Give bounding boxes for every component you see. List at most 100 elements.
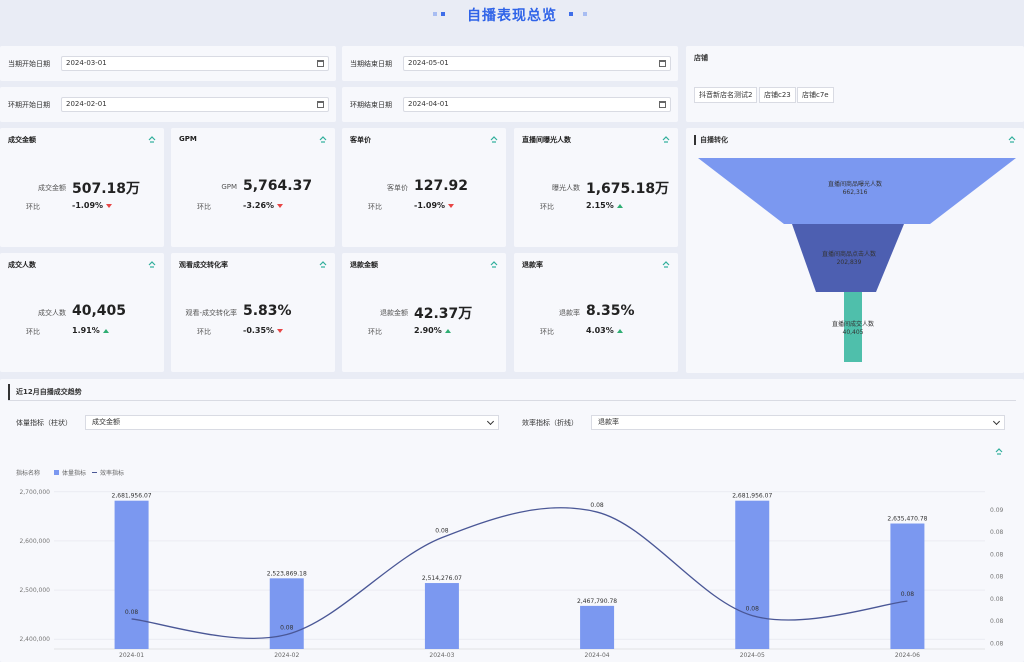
export-icon[interactable]	[148, 260, 156, 268]
export-icon[interactable]	[319, 135, 327, 143]
kpi-card-title: 观看成交转化率	[179, 261, 228, 269]
calendar-icon[interactable]	[659, 101, 666, 108]
kpi-compare-value: 4.03%	[586, 326, 623, 335]
kpi-compare-label: 环比	[540, 328, 554, 336]
export-icon[interactable]	[662, 135, 670, 143]
kpi-compare-value: -1.09%	[72, 201, 113, 210]
kpi-metric-label: 退款率	[559, 309, 580, 317]
bar-value-label: 2,635,470.78	[887, 516, 927, 523]
kpi-compare-number: 2.15%	[586, 201, 614, 210]
header-dot	[433, 12, 437, 16]
funnel-panel: 自播转化 直播间商品曝光人数 662,316 直播间商品点击人数 202,839…	[686, 128, 1024, 373]
x-tick-label: 2024-06	[895, 652, 920, 659]
line-value-label: 0.08	[746, 606, 760, 613]
bar-value-label: 2,514,276.07	[422, 575, 462, 582]
trend-chart: 指标名称 体量指标 效率指标 2,400,000 2,500,000 2,600,000 2…	[16, 469, 1004, 659]
export-icon[interactable]	[995, 447, 1003, 455]
funnel-stage-2	[792, 224, 904, 292]
calendar-icon[interactable]	[659, 60, 666, 67]
prev-start-date-value: 2024-02-01	[66, 100, 107, 108]
legend-title: 指标名称	[16, 469, 40, 477]
trend-down-icon	[448, 203, 455, 208]
header-dot	[569, 12, 573, 16]
volume-metric-select[interactable]: 成交金额	[85, 415, 499, 430]
shop-filter-panel: 店铺 抖音新店名测试2 店铺c23 店铺c7e	[686, 46, 1024, 122]
kpi-compare-number: -1.09%	[72, 201, 104, 210]
kpi-card-title: 退款率	[522, 261, 543, 269]
prev-end-date-value: 2024-04-01	[408, 100, 449, 108]
kpi-card-title: 直播间曝光人数	[522, 136, 571, 144]
line-value-label: 0.08	[901, 591, 915, 598]
kpi-compare-number: 2.90%	[414, 326, 442, 335]
kpi-metric-value: 1,675.18万	[586, 181, 670, 197]
line-value-label: 0.08	[590, 502, 604, 509]
funnel-stage-3-value: 40,405	[843, 329, 864, 336]
kpi-metric-label: GPM	[221, 183, 237, 191]
legend-bar-swatch	[54, 470, 59, 475]
export-icon[interactable]	[490, 135, 498, 143]
bar	[890, 523, 925, 649]
funnel-chart: 直播间商品曝光人数 662,316 直播间商品点击人数 202,839 直播间成…	[698, 158, 1016, 362]
efficiency-metric-select[interactable]: 退款率	[591, 415, 1005, 430]
funnel-stage-1	[698, 158, 1016, 224]
kpi-metric-value: 127.92	[414, 178, 469, 194]
export-icon[interactable]	[662, 260, 670, 268]
kpi-compare-number: -1.09%	[414, 201, 446, 210]
bar-value-label: 2,467,790.78	[577, 598, 617, 605]
kpi-compare-label: 环比	[197, 328, 211, 336]
shop-tag[interactable]: 店铺c7e	[797, 87, 834, 103]
current-start-date-input[interactable]: 2024-03-01	[61, 56, 329, 71]
y-tick-label: 2,700,000	[19, 489, 50, 496]
shop-tag[interactable]: 抖音新店名测试2	[694, 87, 758, 103]
kpi-metric-label: 观看-成交转化率	[185, 309, 237, 317]
bar	[735, 500, 770, 649]
kpi-compare-number: -3.26%	[243, 201, 275, 210]
trend-up-icon	[102, 328, 109, 333]
prev-end-date-input[interactable]: 2024-04-01	[403, 97, 671, 112]
funnel-stage-3-label: 直播间成交人数	[832, 320, 874, 328]
efficiency-metric-label: 效率指标（折线）	[522, 419, 578, 427]
x-tick-label: 2024-03	[429, 652, 454, 659]
kpi-compare-number: 1.91%	[72, 326, 100, 335]
y-tick-label: 2,600,000	[19, 538, 50, 545]
bar	[424, 583, 459, 649]
y-tick-label: 2,400,000	[19, 636, 50, 643]
kpi-card-title: 客单价	[350, 136, 371, 144]
export-icon[interactable]	[319, 260, 327, 268]
export-icon[interactable]	[148, 135, 156, 143]
y2-tick-label: 0.08	[990, 574, 1004, 581]
kpi-compare-label: 环比	[368, 328, 382, 336]
x-tick-label: 2024-05	[740, 652, 765, 659]
prev-end-label: 环期结束日期	[350, 101, 392, 109]
prev-end-panel: 环期结束日期 2024-04-01	[342, 87, 678, 122]
current-end-panel: 当期结束日期 2024-05-01	[342, 46, 678, 81]
chevron-down-icon	[992, 417, 1001, 426]
kpi-card: GPM GPM 5,764.37 环比 -3.26%	[171, 128, 335, 247]
kpi-metric-label: 曝光人数	[552, 184, 580, 192]
kpi-card: 成交金额 成交金额 507.18万 环比 -1.09%	[0, 128, 164, 247]
header-dot	[583, 12, 587, 16]
prev-start-date-input[interactable]: 2024-02-01	[61, 97, 329, 112]
calendar-icon[interactable]	[317, 60, 324, 67]
current-start-date-value: 2024-03-01	[66, 59, 107, 67]
current-start-panel: 当期开始日期 2024-03-01	[0, 46, 336, 81]
export-icon[interactable]	[490, 260, 498, 268]
export-icon[interactable]	[1008, 135, 1016, 143]
kpi-compare-number: -0.35%	[243, 326, 275, 335]
calendar-icon[interactable]	[317, 101, 324, 108]
current-end-date-input[interactable]: 2024-05-01	[403, 56, 671, 71]
y2-tick-label: 0.09	[990, 507, 1004, 514]
kpi-card-title: 成交金额	[8, 136, 36, 144]
shop-tag[interactable]: 店铺c23	[759, 87, 796, 103]
kpi-metric-label: 退款金额	[380, 309, 408, 317]
page-title: 自播表现总览	[467, 8, 557, 24]
funnel-stage-2-label: 直播间商品点击人数	[822, 250, 876, 258]
kpi-compare-number: 4.03%	[586, 326, 614, 335]
kpi-metric-value: 5.83%	[243, 303, 292, 319]
tab-trend[interactable]: 近12月自播成交趋势	[8, 384, 88, 400]
current-start-label: 当期开始日期	[8, 60, 50, 68]
shop-label: 店铺	[694, 54, 708, 62]
legend-bar-label: 体量指标	[62, 469, 86, 477]
kpi-metric-label: 成交人数	[38, 309, 66, 317]
current-end-label: 当期结束日期	[350, 60, 392, 68]
